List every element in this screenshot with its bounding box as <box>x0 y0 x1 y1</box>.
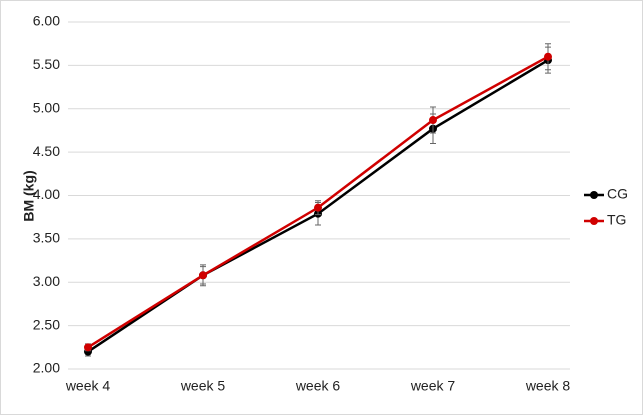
y-axis-label: BM (kg) <box>21 170 37 221</box>
data-point <box>429 116 437 125</box>
legend-label: TG <box>607 212 626 228</box>
y-tick-label: 5.00 <box>33 99 60 115</box>
data-point <box>314 203 322 212</box>
y-tick-label: 4.00 <box>33 186 60 202</box>
x-tick-label: week 8 <box>525 378 571 394</box>
x-tick-label: week 7 <box>410 378 456 394</box>
legend-marker <box>590 217 598 225</box>
data-point <box>199 271 207 280</box>
data-point <box>544 52 552 61</box>
legend-label: CG <box>607 186 628 202</box>
y-tick-label: 6.00 <box>33 13 60 29</box>
x-tick-label: week 6 <box>295 378 341 394</box>
data-point <box>84 343 92 352</box>
y-tick-label: 5.50 <box>33 56 60 72</box>
y-tick-label: 3.50 <box>33 230 60 246</box>
y-tick-label: 3.00 <box>33 273 60 289</box>
y-tick-label: 2.50 <box>33 316 60 332</box>
x-tick-label: week 5 <box>180 378 226 394</box>
y-tick-label: 2.00 <box>33 360 60 376</box>
x-tick-label: week 4 <box>65 378 111 394</box>
y-tick-label: 4.50 <box>33 143 60 159</box>
legend-marker <box>590 191 598 199</box>
